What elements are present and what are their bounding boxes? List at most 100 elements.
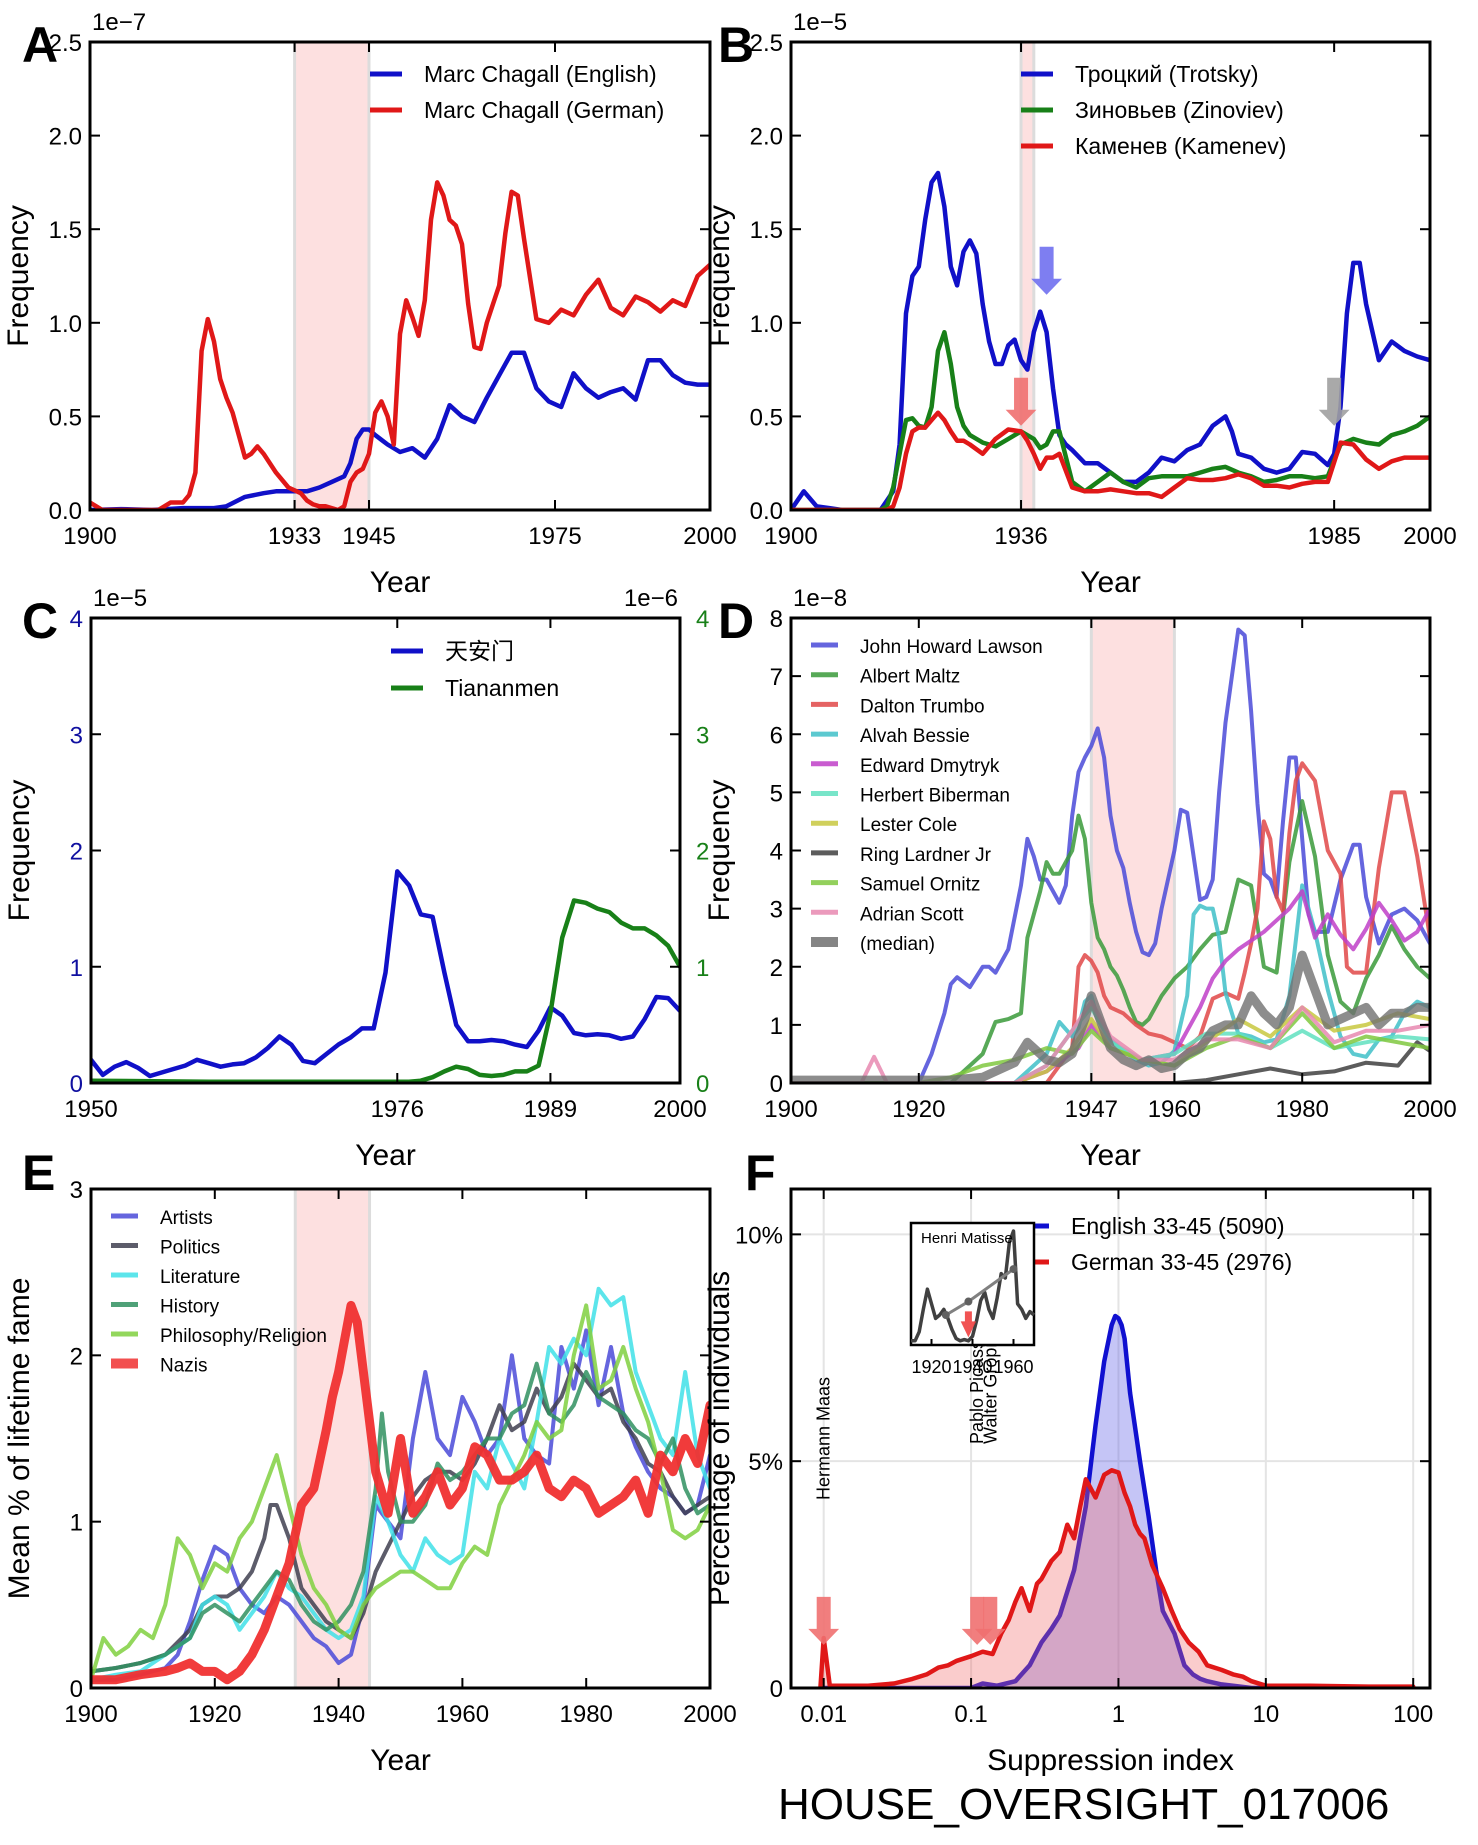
legend-item: 天安门 [391, 638, 514, 664]
x-tick-label: 1950 [64, 1096, 117, 1123]
x-tick-label: 1933 [268, 523, 321, 550]
y-tick-label: 2.5 [49, 30, 82, 57]
legend-item: Каменев (Kamenev) [1021, 133, 1286, 159]
rehabilitation-arrow-icon [1318, 377, 1350, 426]
x-tick-label: 1960 [436, 1701, 489, 1728]
x-tick-label: 0.1 [954, 1701, 987, 1728]
series-line-4 [91, 1361, 710, 1674]
panel-letter: F [745, 1145, 776, 1201]
y2-tick-label: 0 [696, 1071, 709, 1098]
legend-item: John Howard Lawson [811, 637, 1043, 658]
legend-item: Samuel Ornitz [811, 875, 980, 896]
y-tick-label: 2 [770, 955, 783, 982]
x-tick-label: 1975 [528, 523, 581, 550]
shaded-region [1091, 618, 1175, 1083]
y2-tick-label: 2 [696, 839, 709, 866]
legend-item: Politics [111, 1238, 220, 1259]
shaded-region [294, 42, 369, 510]
series-area-2 [820, 1470, 1414, 1688]
x-tick-label: 1920 [892, 1096, 945, 1123]
inset-title: Henri Matisse [921, 1230, 1013, 1247]
trotsky-arrow-icon [1031, 246, 1062, 295]
panel-f: 0.01 0.1 1 10 100 0 5% 10% Suppression index Perc… [703, 1145, 1433, 1777]
legend-label: 天安门 [445, 638, 514, 664]
x-tick-label: 1985 [1307, 523, 1360, 550]
series-line-1 [821, 1313, 1416, 1688]
panel-e: 1900 1920 1940 1960 1980 2000 0 1 2 3 Year Mean % o… [3, 1145, 737, 1777]
series-group [791, 170, 1430, 510]
plot-frame [789, 40, 1432, 512]
y-tick-label: 0.5 [750, 404, 783, 431]
plot-frame [88, 40, 712, 512]
series-line-3 [791, 410, 1430, 510]
y-tick-label: 3 [70, 1177, 83, 1204]
legend: John Howard Lawson Albert Maltz Dalton Tru… [811, 637, 1043, 955]
x-tick-label: 1960 [1148, 1096, 1201, 1123]
annotation-label: Walter Gropius [980, 1325, 1000, 1444]
legend-label: English 33-45 (5090) [1071, 1213, 1285, 1239]
series-line-2 [91, 1361, 710, 1674]
document-id-footer: HOUSE_OVERSIGHT_017006 [778, 1780, 1390, 1829]
x-tick-label: 1936 [994, 523, 1047, 550]
x-tick-label: 1900 [764, 1096, 817, 1123]
series-line-2 [90, 180, 710, 510]
series-line-10 [791, 999, 1430, 1083]
y-tick-label: 0 [770, 1071, 783, 1098]
y-tick-label: 10% [735, 1222, 783, 1249]
legend-label: Marc Chagall (English) [424, 61, 657, 87]
legend-label: Adrian Scott [860, 904, 964, 925]
legend-item: Nazis [111, 1356, 208, 1377]
y-tick-label: 8 [770, 606, 783, 633]
legend-label: Albert Maltz [860, 667, 960, 688]
series-group [818, 1313, 1416, 1688]
panel-d: 1900 1920 1947 1960 1980 2000 0 1 2 3 4 5 6 7 8 1e−8 Yea… [703, 585, 1457, 1172]
legend-label: Троцкий (Trotsky) [1075, 61, 1259, 87]
y-tick-label: 6 [770, 722, 783, 749]
legend-label: Literature [160, 1267, 240, 1288]
legend: Троцкий (Trotsky) Зиновьев (Zinoviev) Каме… [1021, 61, 1286, 159]
y-tick-label: 0 [770, 1676, 783, 1703]
legend-label: Marc Chagall (German) [424, 97, 664, 123]
y-tick-label: 7 [770, 664, 783, 691]
panel-letter: B [718, 17, 754, 73]
y2-tick-label: 3 [696, 722, 709, 749]
y-axis-label: Frequency [703, 780, 736, 922]
x-axis-label: Suppression index [987, 1744, 1234, 1777]
x-tick-label: 1900 [64, 1701, 117, 1728]
legend-item: Зиновьев (Zinoviev) [1021, 97, 1284, 123]
series-area-1 [823, 1316, 1414, 1688]
panel-letter: D [718, 593, 754, 649]
series-line-2 [791, 799, 1430, 1083]
x-tick-label: 1976 [371, 1096, 424, 1123]
suppression-arrow-icon [808, 1596, 840, 1645]
legend-item: Dalton Trumbo [811, 696, 985, 717]
y2-tick-label: 4 [696, 606, 709, 633]
series-group [90, 180, 710, 510]
x-tick-label: 1940 [312, 1701, 365, 1728]
kamenev-arrow-icon [1005, 377, 1037, 426]
legend: English 33-45 (5090) German 33-45 (2976) [1017, 1213, 1292, 1275]
series-line-11 [791, 950, 1430, 1083]
plot-frame [789, 1187, 1432, 1690]
legend-item: History [111, 1297, 220, 1318]
series-line-3 [91, 1286, 710, 1682]
legend-item: (median) [811, 934, 935, 955]
inset-arrow-icon [960, 1311, 977, 1338]
inset-trend-point [1009, 1265, 1018, 1274]
plot-frame [89, 1187, 712, 1690]
legend-label: Ring Lardner Jr [860, 845, 992, 866]
x-tick-label: 2000 [683, 523, 736, 550]
x-tick-label: 2000 [1403, 523, 1456, 550]
y-axis-label: Percentage of individuals [703, 1271, 736, 1606]
legend-item: Alvah Bessie [811, 726, 970, 747]
y-tick-label: 2.5 [750, 30, 783, 57]
y-tick-label: 0 [70, 1071, 83, 1098]
x-tick-label: 1920 [188, 1701, 241, 1728]
legend-label: History [160, 1297, 220, 1318]
legend: Artists Politics Literature History Philosop… [111, 1208, 327, 1377]
panel-b: 1900 1936 1985 2000 0.0 0.5 1.0 1.5 2.0 2.5 1e−5 Ye… [703, 9, 1457, 599]
x-axis-label: Year [355, 1139, 416, 1172]
legend-item: Philosophy/Religion [111, 1326, 327, 1347]
